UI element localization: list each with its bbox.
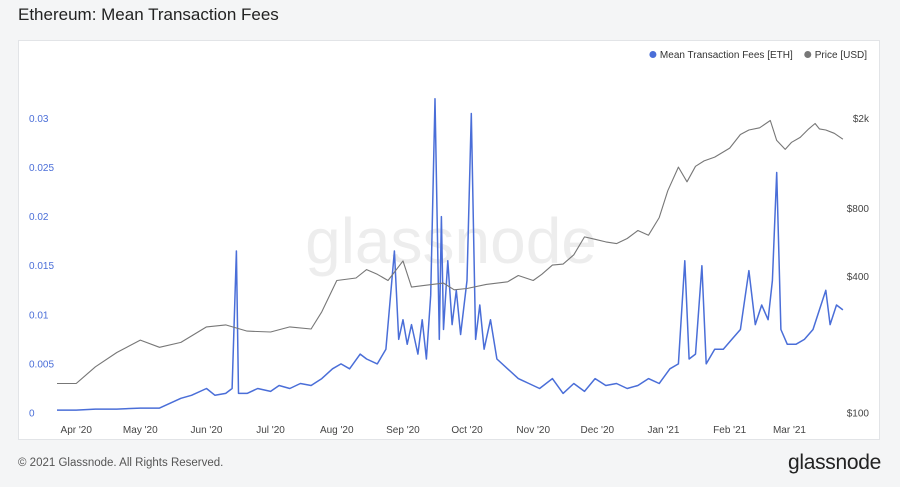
x-tick-label: Jun '20 xyxy=(191,425,223,436)
y-left-tick-label: 0.02 xyxy=(29,212,49,223)
y-left-tick-label: 0.01 xyxy=(29,310,49,321)
page-title: Ethereum: Mean Transaction Fees xyxy=(18,5,279,24)
x-tick-label: Mar '21 xyxy=(773,425,806,436)
legend-label-price-usd[interactable]: Price [USD] xyxy=(815,50,867,61)
watermark-logo: glassnode xyxy=(305,205,597,277)
y-right-tick-label: $800 xyxy=(847,204,870,215)
y-right-tick-label: $400 xyxy=(847,272,870,283)
x-tick-label: Feb '21 xyxy=(713,425,746,436)
legend-label-mean-transaction-fees-eth[interactable]: Mean Transaction Fees [ETH] xyxy=(660,50,793,61)
chart-card: glassnode Price [USD] Mean Transaction Fe… xyxy=(18,40,880,440)
y-right-tick-label: $2k xyxy=(853,114,870,125)
x-tick-label: Apr '20 xyxy=(61,425,93,436)
series-layer xyxy=(57,98,844,411)
x-tick-label: May '20 xyxy=(123,425,158,436)
x-tick-label: Aug '20 xyxy=(320,425,354,436)
y-left-tick-label: 0 xyxy=(29,409,35,420)
x-tick-label: Sep '20 xyxy=(386,425,420,436)
series-line-price-usd[interactable] xyxy=(57,119,844,385)
fees-price-chart: glassnode Price [USD] Mean Transaction Fe… xyxy=(29,50,870,436)
copyright-text: © 2021 Glassnode. All Rights Reserved. xyxy=(18,457,224,469)
x-tick-label: Jan '21 xyxy=(648,425,680,436)
y-right-tick-label: $100 xyxy=(847,409,870,420)
y-left-tick-label: 0.005 xyxy=(29,359,54,370)
x-tick-label: Jul '20 xyxy=(256,425,285,436)
series-line-mean-transaction-fees-eth[interactable] xyxy=(57,98,844,411)
right-axis: $100 $400 $800 $2k xyxy=(847,114,870,419)
x-tick-label: Oct '20 xyxy=(451,425,483,436)
legend-marker-price-usd xyxy=(804,51,812,58)
x-axis: Apr '20 May '20 Jun '20 Jul '20 Aug '20 Sep '… xyxy=(61,425,807,436)
chart-legend: Price [USD] Mean Transaction Fees [ETH] xyxy=(649,50,867,61)
y-left-tick-label: 0.015 xyxy=(29,261,54,272)
x-tick-label: Nov '20 xyxy=(516,425,550,436)
y-left-tick-label: 0.03 xyxy=(29,114,49,125)
left-axis: 0 0.005 0.01 0.015 0.02 0.025 0.03 xyxy=(29,114,54,420)
x-tick-label: Dec '20 xyxy=(580,425,614,436)
legend-marker-mean-transaction-fees-eth xyxy=(649,51,657,58)
y-left-tick-label: 0.025 xyxy=(29,163,54,174)
glassnode-logo[interactable]: glassnode xyxy=(787,451,881,474)
